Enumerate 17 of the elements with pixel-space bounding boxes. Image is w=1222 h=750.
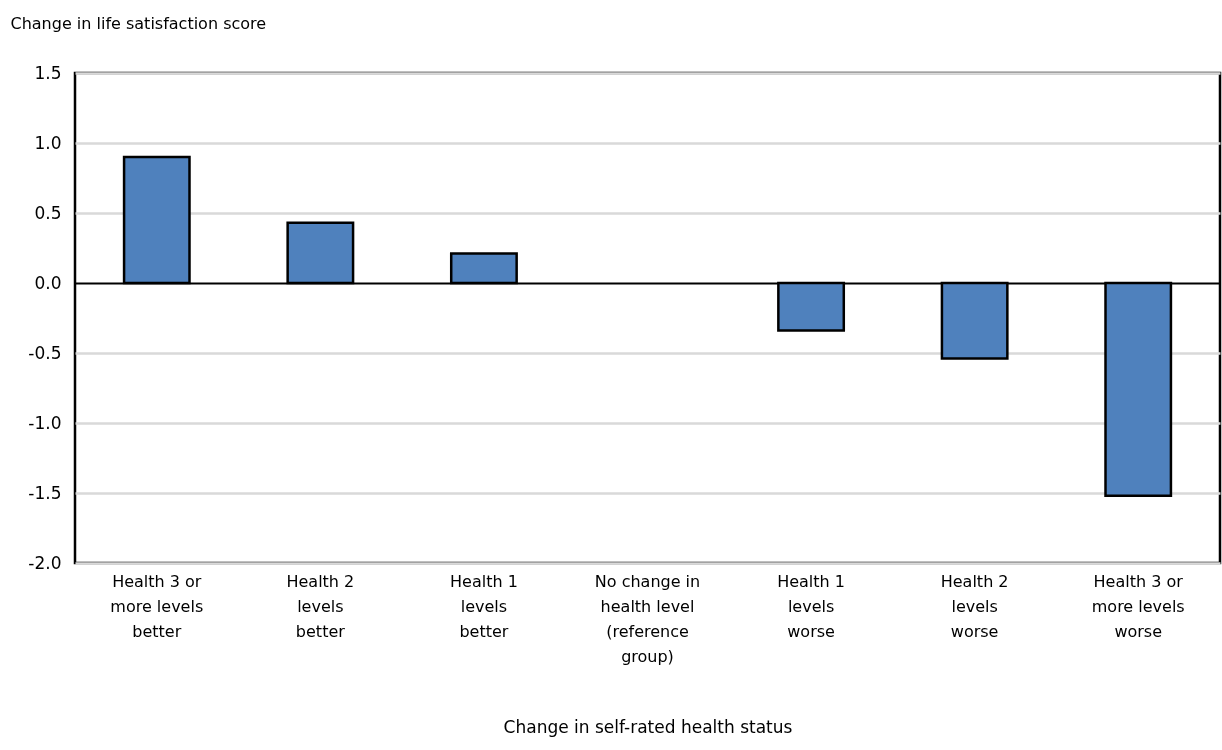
x-tick-label: Health 3 or more levels better [110, 571, 204, 641]
y-axis-title: Change in life satisfaction score [10, 13, 267, 33]
x-tick-label: Health 1 levels better [450, 571, 518, 641]
y-tick-label: 1.5 [34, 62, 62, 83]
y-tick-label: -2.0 [28, 552, 62, 573]
y-tick-label: 1.0 [34, 132, 62, 153]
y-tick-label: 0.5 [34, 202, 62, 223]
x-axis-title: Change in self-rated health status [503, 716, 793, 737]
x-tick-label: Health 2 levels better [286, 571, 355, 641]
y-tick-label: -0.5 [28, 342, 62, 363]
y-tick-label: -1.0 [28, 412, 62, 433]
x-tick-label: No change in health level (reference group) [594, 571, 701, 666]
x-tick-label: Health 1 levels worse [777, 571, 845, 641]
y-tick-label: 0.0 [34, 272, 62, 293]
x-tick-label: Health 2 levels worse [940, 571, 1009, 641]
y-tick-label: -1.5 [28, 482, 62, 503]
x-tick-label: Health 3 or more levels worse [1091, 571, 1185, 641]
